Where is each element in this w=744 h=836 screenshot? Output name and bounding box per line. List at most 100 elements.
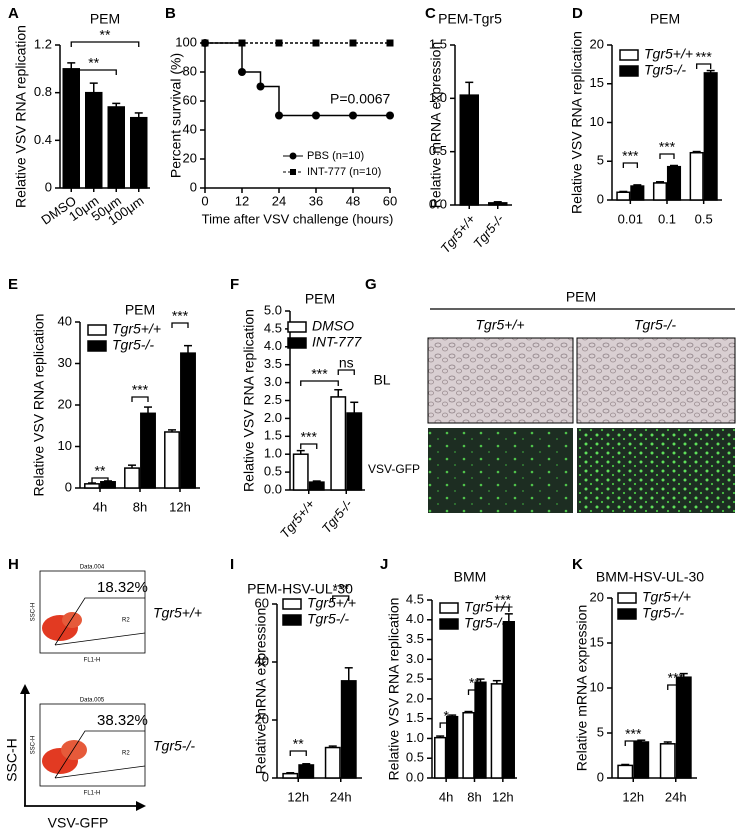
panel-title: PEM-Tgr5 (438, 11, 502, 27)
x-tick-label: 12h (492, 789, 514, 804)
significance-bracket (300, 380, 339, 386)
bar (633, 741, 650, 779)
bar (282, 772, 299, 779)
gate-percent: 38.32% (97, 712, 148, 729)
x-tick-label: Tgr5-/- (319, 496, 356, 536)
y-axis-title: Relative VSV RNA replication (31, 314, 47, 497)
y-tick-label: 1.5 (264, 428, 282, 443)
significance-label: ** (469, 675, 480, 691)
x-tick-label: 0.1 (658, 211, 676, 226)
legend-label: Tgr5+/+ (307, 595, 356, 611)
file-label: Data.004 (80, 565, 105, 571)
y-tick-label: 4.0 (264, 338, 282, 353)
y-tick-label: 0.0 (406, 769, 424, 784)
x-tick-label: 12h (622, 789, 644, 804)
marker (386, 111, 394, 120)
bar (292, 453, 309, 491)
bar (324, 746, 341, 779)
y-tick-label: 15 (590, 634, 604, 649)
significance-bracket (439, 722, 453, 728)
y-tick-label: 40 (58, 313, 72, 328)
plot-frame (39, 703, 146, 787)
panel-letter: C (425, 5, 436, 22)
x-tick-label: Tgr5-/- (470, 211, 507, 251)
row-label: VSV-GFP (368, 462, 420, 476)
significance-bracket (696, 63, 712, 69)
legend-label: Tgr5-/- (307, 611, 349, 627)
x-tick-label: 60 (383, 193, 397, 208)
x-tick-label: 8h (467, 789, 481, 804)
x-tick-label: 0.01 (618, 211, 643, 226)
significance-label: ** (293, 736, 304, 752)
y-tick-label: 20 (58, 396, 72, 411)
marker (256, 82, 265, 91)
gate (54, 597, 145, 646)
micrograph (576, 337, 736, 424)
row-label: BL (373, 372, 390, 388)
bar (630, 185, 645, 201)
bar (703, 72, 718, 201)
legend-swatch (617, 608, 637, 620)
y-tick-label: 2.0 (264, 410, 282, 425)
event-cloud (62, 612, 82, 628)
bar (652, 182, 668, 201)
y-tick-label: 2.5 (406, 671, 424, 686)
y-tick-label: 1.0 (406, 730, 424, 745)
panel-letter: H (8, 556, 19, 573)
micrograph (427, 337, 574, 424)
legend-label: PBS (n=10) (307, 150, 364, 162)
significance-label: ** (88, 55, 99, 71)
y-tick-label: 0.5 (264, 464, 282, 479)
bar (689, 151, 704, 201)
x-tick-label: Tgr5+/+ (277, 496, 318, 541)
legend-label: Tgr5+/+ (112, 321, 161, 337)
significance-bracket (70, 41, 140, 47)
legend-swatch (619, 65, 639, 77)
axis-label: SSC-H (31, 603, 37, 622)
y-tick-label: 3.5 (264, 356, 282, 371)
significance-label: *** (668, 670, 685, 686)
x-tick-label: 24 (272, 193, 286, 208)
y-tick-label: 0 (65, 479, 72, 494)
gate-percent: 18.32% (97, 579, 148, 596)
y-tick-label: 5.0 (264, 302, 282, 317)
significance-bracket (332, 595, 350, 601)
panel-title: PEM-HSV-UL-30 (247, 581, 353, 597)
bar (502, 621, 515, 779)
significance-bracket (171, 322, 189, 328)
bar (675, 676, 692, 779)
significance-label: ns (339, 355, 354, 371)
legend-swatch (617, 592, 637, 604)
y-tick-label: 20 (590, 36, 604, 51)
legend-swatch (287, 337, 307, 349)
panel-letter: D (572, 5, 583, 22)
micrograph (428, 428, 573, 513)
y-axis-title: Relative mRNA expression (253, 608, 269, 775)
y-tick-label: 4.0 (406, 611, 424, 626)
legend-label: Tgr5-/- (644, 62, 686, 78)
significance-label: *** (622, 148, 639, 164)
significance-label: *** (495, 592, 512, 608)
marker (349, 111, 357, 120)
x-tick-label: 48 (346, 193, 360, 208)
marker (275, 39, 283, 47)
significance-label: *** (695, 49, 712, 65)
marker (238, 68, 246, 76)
column-label: Tgr5-/- (634, 317, 676, 333)
legend-swatch (87, 324, 107, 336)
micrograph (577, 428, 735, 513)
legend-label: INT-777 (312, 334, 363, 350)
y-axis-title: Relative VSV RNA replication (241, 309, 257, 492)
bar (62, 68, 80, 189)
axis-label: SSC-H (31, 736, 37, 755)
panel-letter: B (165, 5, 176, 22)
bar (659, 743, 676, 779)
legend-swatch (87, 340, 107, 352)
event-cloud (61, 740, 87, 760)
axis-label: FL1-H (84, 791, 101, 797)
y-tick-label: 0.4 (34, 132, 52, 147)
marker (312, 111, 320, 120)
y-axis-title: Percent survival (%) (168, 53, 184, 178)
significance-label: *** (333, 581, 350, 597)
bar (666, 165, 682, 201)
